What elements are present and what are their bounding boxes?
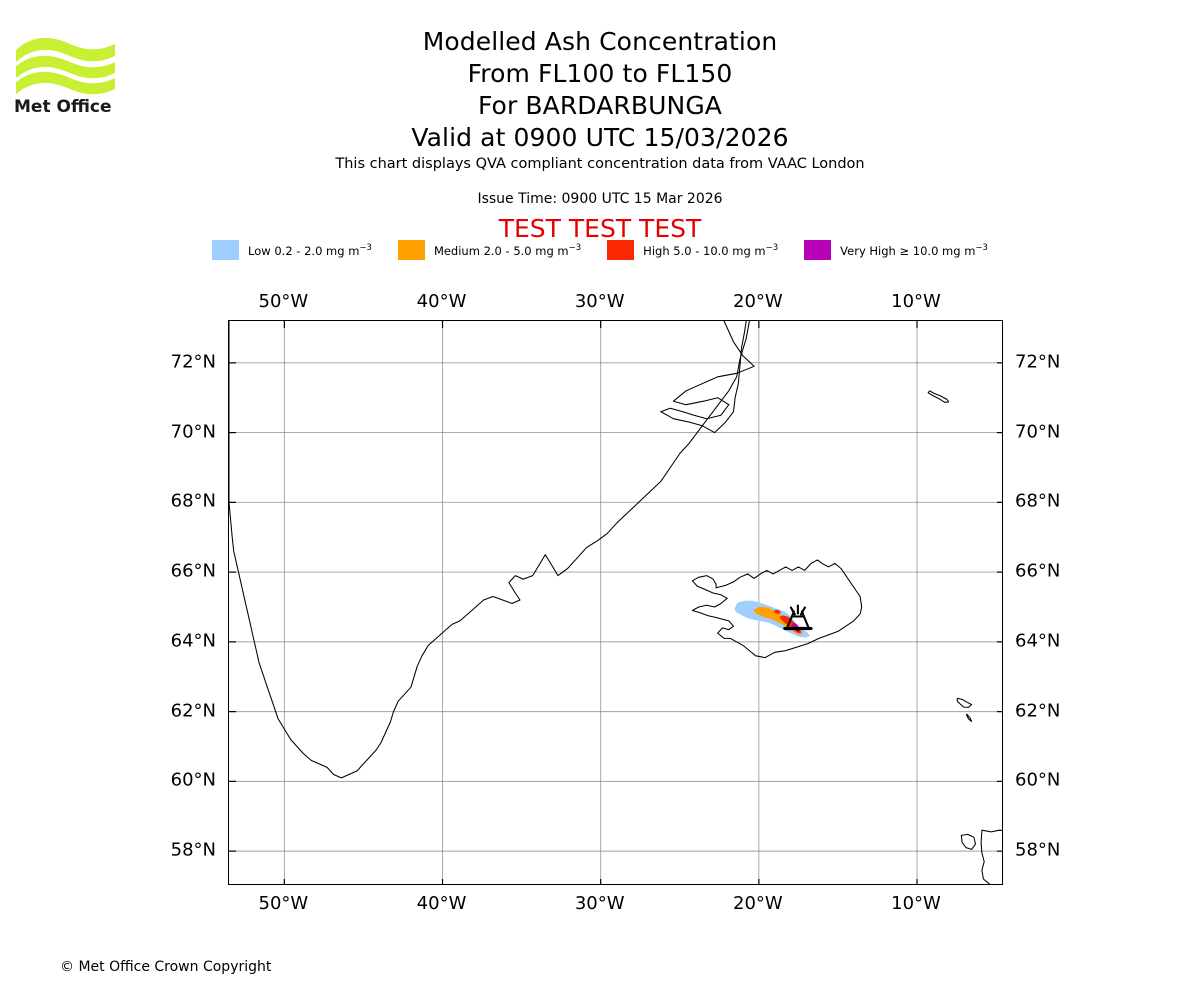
lat-tick-left-3: 66°N xyxy=(170,560,216,582)
coastline-faroe-islands xyxy=(956,697,973,708)
legend-swatch-low xyxy=(212,240,240,260)
legend-label-high: High 5.0 - 10.0 mg m−3 xyxy=(643,242,779,258)
map-canvas xyxy=(229,321,1002,884)
lon-tick-top-4: 10°W xyxy=(891,291,941,312)
met-office-logo: Met Office xyxy=(12,24,122,114)
lat-tick-right-3: 66°N xyxy=(1015,560,1061,582)
map-gridlines xyxy=(229,321,1002,884)
lat-tick-right-0: 72°N xyxy=(1015,351,1061,373)
lon-tick-bottom-1: 40°W xyxy=(416,893,467,914)
lon-tick-top-3: 20°W xyxy=(732,291,783,312)
met-office-wordmark: Met Office xyxy=(14,97,112,114)
qva-note: This chart displays QVA compliant concen… xyxy=(335,156,865,172)
lat-tick-left-4: 64°N xyxy=(170,630,216,652)
met-office-logo-svg: Met Office xyxy=(14,37,115,114)
legend-item-very-high: Very High ≥ 10.0 mg m−3 xyxy=(804,240,988,260)
lat-tick-left-1: 70°N xyxy=(170,421,216,443)
coastline-greenland-main xyxy=(229,321,750,779)
coastline-faroe-suduroy xyxy=(966,713,973,722)
coastline-greenland-scoresby xyxy=(660,321,755,434)
concentration-legend: Low 0.2 - 2.0 mg m−3 Medium 2.0 - 5.0 mg… xyxy=(0,240,1200,260)
lat-tick-left-6: 60°N xyxy=(170,769,216,791)
lon-tick-bottom-0: 50°W xyxy=(258,893,309,914)
legend-item-medium: Medium 2.0 - 5.0 mg m−3 xyxy=(397,240,582,260)
legend-item-low: Low 0.2 - 2.0 mg m−3 xyxy=(212,240,372,260)
page-title: Modelled Ash Concentration From FL100 to… xyxy=(0,26,1200,154)
lon-tick-bottom-2: 30°W xyxy=(574,893,625,914)
title-line-1: Modelled Ash Concentration xyxy=(422,27,778,56)
legend-label-medium: Medium 2.0 - 5.0 mg m−3 xyxy=(433,242,582,258)
lat-tick-right-4: 64°N xyxy=(1015,630,1061,652)
coastline-iceland xyxy=(691,559,863,659)
map-axis-ticks xyxy=(229,321,1002,884)
coastlines xyxy=(229,321,1002,884)
title-line-3: For BARDARBUNGA xyxy=(477,91,723,120)
coastline-jan-mayen xyxy=(927,390,950,403)
lat-tick-right-5: 62°N xyxy=(1015,700,1061,722)
legend-label-low: Low 0.2 - 2.0 mg m−3 xyxy=(248,242,372,258)
title-line-4: Valid at 0900 UTC 15/03/2026 xyxy=(411,123,789,152)
title-line-2: From FL100 to FL150 xyxy=(467,59,733,88)
ash-contour-high-secondary xyxy=(773,609,781,614)
lon-tick-bottom-4: 10°W xyxy=(891,893,941,914)
legend-swatch-very-high xyxy=(804,240,832,260)
coastline-outer-hebrides xyxy=(960,833,977,850)
map-frame xyxy=(228,320,1003,885)
legend-item-high: High 5.0 - 10.0 mg m−3 xyxy=(607,240,778,260)
lat-tick-left-7: 58°N xyxy=(170,839,216,861)
lat-tick-right-7: 58°N xyxy=(1015,839,1061,861)
test-banner: TEST TEST TEST xyxy=(498,214,702,243)
lat-tick-left-2: 68°N xyxy=(170,490,216,512)
volcano-marker-icon xyxy=(783,604,813,631)
lat-tick-right-6: 60°N xyxy=(1015,769,1061,791)
lat-tick-left-5: 62°N xyxy=(170,700,216,722)
coastline-scotland xyxy=(980,829,1002,884)
lon-tick-top-0: 50°W xyxy=(258,291,309,312)
lat-tick-left-0: 72°N xyxy=(170,351,216,373)
legend-swatch-high xyxy=(607,240,635,260)
issue-time: Issue Time: 0900 UTC 15 Mar 2026 xyxy=(477,191,723,207)
lat-tick-right-1: 70°N xyxy=(1015,421,1061,443)
lon-tick-top-1: 40°W xyxy=(416,291,467,312)
legend-label-very-high: Very High ≥ 10.0 mg m−3 xyxy=(840,242,988,258)
lon-tick-bottom-3: 20°W xyxy=(732,893,783,914)
lat-tick-right-2: 68°N xyxy=(1015,490,1061,512)
ash-concentration-map: 50°W 50°W 40°W 40°W 30°W 30°W 20°W 20°W 10°W 10°W… xyxy=(171,291,1061,914)
copyright-text: © Met Office Crown Copyright xyxy=(60,959,272,975)
lon-tick-top-2: 30°W xyxy=(574,291,625,312)
legend-swatch-medium xyxy=(397,240,425,260)
volcano-icon xyxy=(783,604,813,631)
